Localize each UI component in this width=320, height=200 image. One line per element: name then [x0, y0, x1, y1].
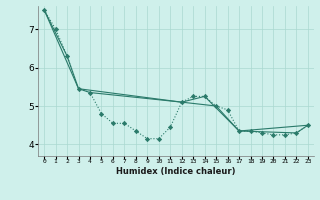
- X-axis label: Humidex (Indice chaleur): Humidex (Indice chaleur): [116, 167, 236, 176]
